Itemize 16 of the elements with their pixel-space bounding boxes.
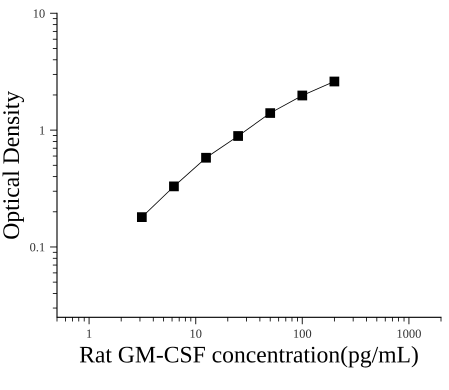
point [297,90,308,100]
y-tick-label: 10 [34,9,45,18]
point [169,182,179,192]
y-tick-label: 1 [40,126,44,134]
x-tick-label: 1000 [398,329,421,338]
point [330,76,340,86]
point [136,212,147,222]
point [265,108,276,118]
x-tick-label: 100 [294,329,312,338]
x-tick-label: 10 [190,329,202,338]
x-tick-label: 1 [87,330,92,338]
point [233,131,243,141]
y-tick-label: 0.1 [30,242,44,252]
point [201,152,211,163]
x-axis-title: Rat GM-CSF concentration(pg/mL) [80,346,418,368]
y-axis-title: Optical Density [2,90,24,239]
